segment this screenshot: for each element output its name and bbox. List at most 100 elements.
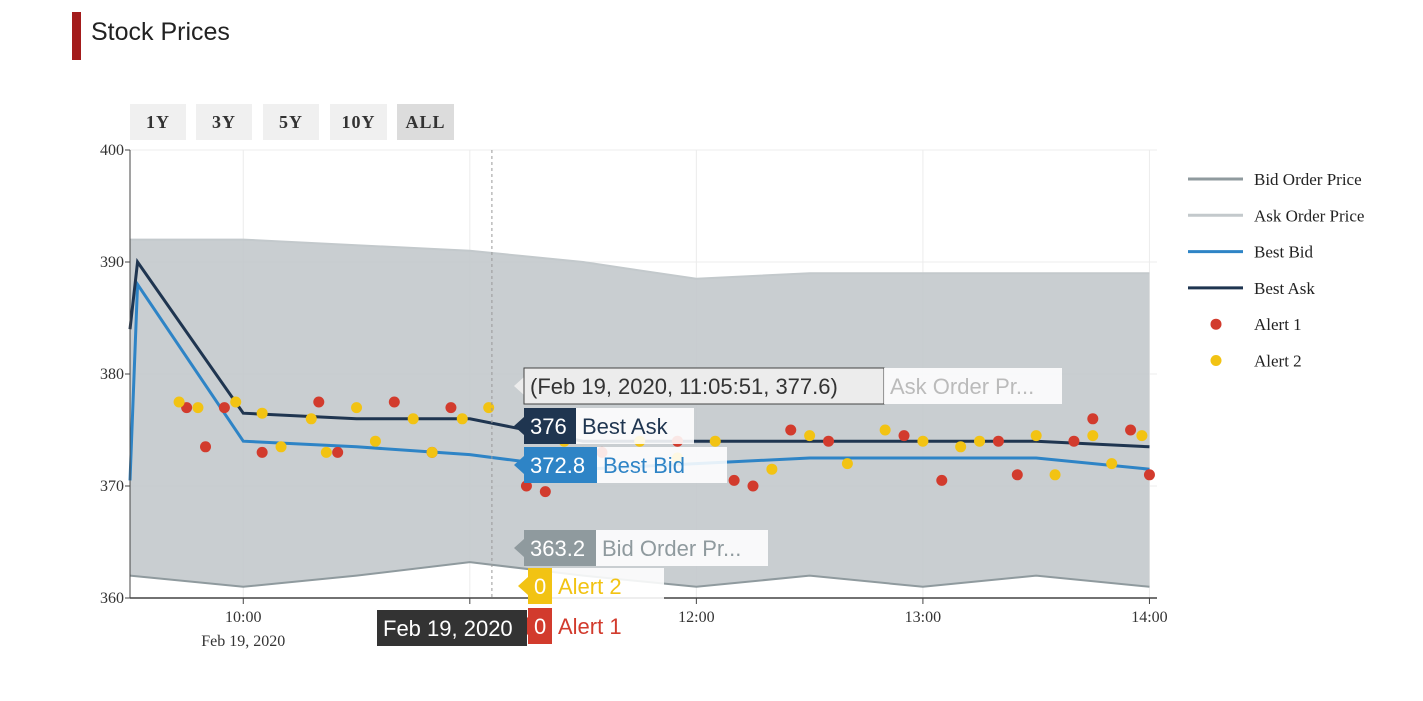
hover-x-label: Feb 19, 2020 — [377, 610, 527, 646]
alert-1-marker — [785, 424, 797, 436]
y-tick-label: 360 — [100, 590, 124, 607]
hover-label-value: 376 — [530, 414, 567, 439]
hover-x-label-text: Feb 19, 2020 — [383, 616, 513, 641]
alert-2-marker — [955, 441, 967, 453]
legend-swatch — [1210, 318, 1222, 330]
alert-2-marker — [320, 446, 332, 458]
alert-1-marker — [520, 480, 532, 492]
title-accent-bar — [72, 12, 81, 60]
hover-x-label-box — [377, 610, 527, 646]
legend-label: Bid Order Price — [1254, 170, 1362, 189]
alert-2-marker — [917, 435, 929, 447]
hover-label-value: 363.2 — [530, 536, 585, 561]
hover-label-value-box — [524, 530, 596, 566]
hover-label-name-box — [597, 447, 727, 483]
hover-label-name-box — [884, 368, 1062, 404]
alert-1-marker — [728, 474, 740, 486]
hover-label-name: Ask Order Pr... — [890, 374, 1034, 399]
y-tick-label: 380 — [100, 366, 124, 383]
hover-label-name: Best Bid — [603, 453, 685, 478]
legend-label: Alert 1 — [1254, 315, 1302, 334]
legend-item-best-ask[interactable]: Best Ask — [1188, 279, 1315, 298]
hover-label-name: Bid Order Pr... — [602, 536, 741, 561]
alert-1-marker — [1087, 413, 1099, 425]
hover-label-pointer — [518, 577, 528, 595]
alert-1-marker — [992, 435, 1004, 447]
alert-2-marker — [305, 413, 317, 425]
hover-label-alert-2: 0 Alert 2 — [518, 568, 664, 604]
x-tick-label: 13:00 — [905, 609, 941, 626]
alert-2-marker — [1136, 430, 1148, 442]
x-tick-label: 14:00 — [1131, 609, 1167, 626]
alert-1-marker — [332, 446, 344, 458]
series-line-ask-order-price — [130, 238, 1150, 280]
legend-swatch — [1210, 355, 1222, 366]
legend-label: Alert 2 — [1254, 352, 1302, 371]
page-title: Stock Prices — [91, 18, 230, 46]
alert-1-marker — [1143, 469, 1155, 481]
alert-2-marker — [841, 458, 853, 470]
hover-label-name: Alert 1 — [558, 614, 622, 639]
alert-2-marker — [483, 402, 495, 414]
alert-2-marker — [256, 407, 268, 419]
legend-item-best-bid[interactable]: Best Bid — [1188, 243, 1314, 262]
legend-label: Best Ask — [1254, 279, 1315, 298]
alert-1-marker — [898, 430, 910, 442]
alert-2-marker — [456, 413, 468, 425]
alert-2-marker — [974, 435, 986, 447]
alert-2-marker — [173, 396, 185, 408]
x-tick-label: 12:00 — [678, 609, 714, 626]
legend-item-alert-1[interactable]: Alert 1 — [1210, 315, 1302, 334]
alert-1-marker — [823, 435, 835, 447]
alert-1-marker — [388, 396, 400, 408]
hover-label-value: 0 — [534, 614, 546, 639]
legend-item-alert-2[interactable]: Alert 2 — [1210, 352, 1302, 371]
alert-2-marker — [275, 441, 287, 453]
legend-item-ask-order-price[interactable]: Ask Order Price — [1188, 206, 1364, 225]
alert-1-marker — [218, 402, 230, 414]
hover-label-pointer — [514, 417, 524, 435]
alert-1-marker — [181, 402, 193, 414]
range-button-all[interactable]: ALL — [397, 104, 454, 140]
y-tick-label: 370 — [100, 478, 124, 495]
alert-2-marker — [1106, 458, 1118, 470]
alert-1-marker — [445, 402, 457, 414]
hover-label-best-bid: 372.8 Best Bid — [514, 447, 727, 483]
range-button-1y[interactable]: 1Y — [130, 104, 186, 140]
alert-2-marker — [351, 402, 363, 414]
hover-label-value: (Feb 19, 2020, 11:05:51, 377.6) — [530, 374, 838, 399]
alert-2-marker — [804, 430, 816, 442]
alert-2-marker — [426, 446, 438, 458]
hover-label-value-box — [528, 568, 552, 604]
hover-label-alert-1: 0 Alert 1 — [518, 608, 664, 644]
alert-2-marker — [709, 435, 721, 447]
alert-1-marker — [200, 441, 212, 453]
x-tick-label: 10:00 — [225, 609, 261, 626]
alert-2-marker — [192, 402, 204, 414]
range-button-5y[interactable]: 5Y — [263, 104, 319, 140]
alert-1-marker — [1125, 424, 1137, 436]
hover-label-name-box — [596, 530, 768, 566]
hover-label-pointer — [514, 456, 524, 474]
hover-label-pointer — [514, 377, 524, 395]
hover-label-value-box — [524, 408, 576, 444]
legend-label: Ask Order Price — [1254, 206, 1364, 225]
alert-1-marker — [539, 486, 551, 498]
alert-2-marker — [407, 413, 419, 425]
hover-label-name-box — [552, 568, 664, 604]
hover-label-pointer — [514, 539, 524, 557]
y-tick-label: 400 — [100, 142, 124, 159]
hover-label-name-box — [552, 608, 664, 644]
hover-label-value: 372.8 — [530, 453, 585, 478]
legend-item-bid-order-price[interactable]: Bid Order Price — [1188, 170, 1362, 189]
hover-label-name: Best Ask — [582, 414, 669, 439]
alert-2-marker — [879, 424, 891, 436]
range-button-3y[interactable]: 3Y — [196, 104, 252, 140]
range-button-10y[interactable]: 10Y — [330, 104, 387, 140]
legend-label: Best Bid — [1254, 243, 1314, 262]
hover-label-bid-order-pr: 363.2 Bid Order Pr... — [514, 530, 768, 566]
alert-1-marker — [936, 474, 948, 486]
alert-2-marker — [230, 396, 242, 408]
alert-1-marker — [1011, 469, 1023, 481]
